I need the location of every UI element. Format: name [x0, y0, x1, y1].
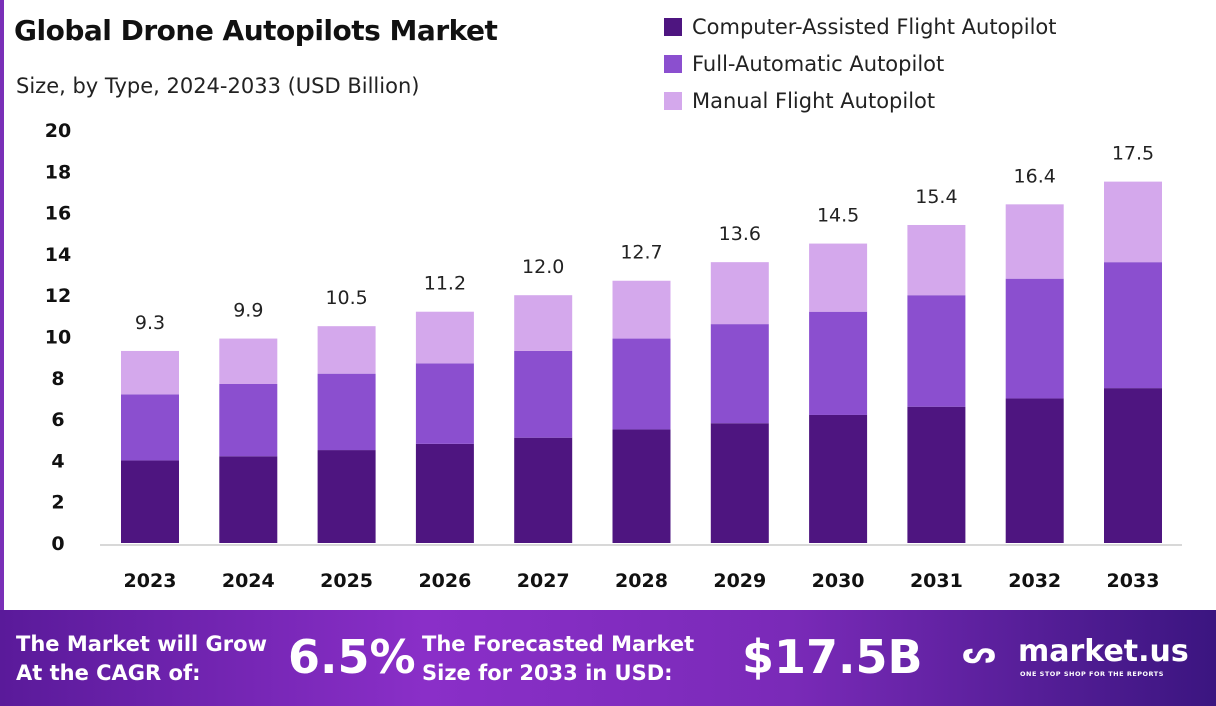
legend-label: Computer-Assisted Flight Autopilot [692, 14, 1057, 39]
bar-segment [612, 338, 671, 430]
footer-banner: The Market will Grow At the CAGR of: 6.5%… [0, 610, 1216, 706]
legend-swatch [664, 91, 682, 110]
legend-swatch [664, 17, 682, 36]
bar-segment [317, 326, 376, 374]
y-tick-label: 12 [45, 285, 71, 307]
logo-icon: ᔕ [962, 636, 997, 671]
bar-segment [809, 414, 868, 543]
bar-segment [907, 224, 966, 296]
x-tick-label: 2027 [517, 570, 570, 592]
cagr-value: 6.5% [288, 630, 416, 684]
bar-segment [1104, 262, 1162, 389]
x-tick-label: 2026 [418, 570, 471, 592]
total-label: 9.9 [233, 300, 263, 322]
y-tick-label: 0 [51, 533, 64, 555]
bar-segment [415, 443, 474, 543]
legend-label: Manual Flight Autopilot [692, 88, 936, 113]
bar-segment [710, 262, 769, 325]
y-tick-label: 16 [45, 203, 71, 225]
bar-segment [710, 324, 769, 424]
y-tick-label: 6 [51, 409, 64, 431]
total-label: 9.3 [135, 312, 165, 334]
x-tick-label: 2025 [320, 570, 373, 592]
chart-subtitle: Size, by Type, 2024-2033 (USD Billion) [16, 74, 420, 98]
x-tick-label: 2024 [222, 570, 275, 592]
bar-segment [612, 280, 671, 339]
legend-swatch [664, 54, 682, 73]
bar-segment [809, 243, 868, 312]
x-tick-label: 2028 [615, 570, 668, 592]
y-tick-label: 8 [51, 368, 64, 390]
y-tick-label: 4 [51, 450, 64, 472]
bar-segment [219, 383, 278, 457]
bar-segment [907, 295, 966, 407]
x-tick-label: 2030 [812, 570, 865, 592]
legend-item: Full-Automatic Autopilot [664, 45, 1057, 82]
forecast-value: $17.5B [742, 630, 923, 684]
bar-segment [612, 429, 671, 543]
x-tick-label: 2029 [713, 570, 766, 592]
x-tick-label: 2033 [1107, 570, 1160, 592]
bar-segment [809, 311, 868, 415]
y-tick-label: 20 [45, 120, 71, 142]
bar-segment [219, 338, 278, 384]
x-tick-label: 2023 [124, 570, 177, 592]
total-label: 16.4 [1014, 165, 1056, 187]
bar-segment [317, 373, 376, 451]
bar-chart: 0 2 4 6 8 10 12 14 16 18 20 9.3 2023 9.9 2024 10.5 2025 1… [45, 120, 1182, 592]
bar-segment [121, 460, 179, 543]
bar-segment [907, 406, 966, 543]
bar-segment [514, 350, 573, 438]
bar-segment [1005, 204, 1064, 279]
legend-item: Computer-Assisted Flight Autopilot [664, 8, 1057, 45]
total-label: 11.2 [424, 273, 466, 295]
bar-segment [514, 295, 573, 351]
bar-segment [219, 456, 278, 543]
total-label: 10.5 [325, 287, 367, 309]
total-label: 14.5 [817, 205, 859, 227]
x-tick-label: 2032 [1008, 570, 1061, 592]
y-tick-label: 2 [51, 492, 64, 514]
bar-segment [514, 437, 573, 543]
total-label: 15.4 [915, 186, 957, 208]
x-tick-label: 2031 [910, 570, 963, 592]
bar-segment [1104, 388, 1162, 543]
legend-label: Full-Automatic Autopilot [692, 51, 945, 76]
chart-title: Global Drone Autopilots Market [14, 14, 498, 47]
bar-segment [121, 350, 179, 395]
bar-segment [1005, 398, 1064, 543]
y-tick-label: 14 [45, 244, 71, 266]
bar-segment [415, 363, 474, 444]
bar-segment [415, 311, 474, 364]
bar-segment [121, 394, 179, 461]
y-tick-label: 18 [45, 161, 71, 183]
forecast-label: The Forecasted Market Size for 2033 in US… [422, 632, 695, 685]
y-tick-label: 10 [45, 327, 71, 349]
legend: Computer-Assisted Flight Autopilot Full-… [664, 8, 1057, 119]
bar-segment [1005, 278, 1064, 399]
logo-text: market.us [1018, 634, 1189, 669]
cagr-label: The Market will Grow At the CAGR of: [16, 632, 267, 685]
bar-segment [1104, 181, 1162, 263]
logo-tagline: ONE STOP SHOP FOR THE REPORTS [1020, 670, 1164, 678]
total-label: 12.0 [522, 256, 564, 278]
total-label: 12.7 [620, 242, 662, 264]
bar-segment [710, 423, 769, 543]
total-label: 13.6 [719, 223, 761, 245]
bar-segment [317, 450, 376, 543]
total-label: 17.5 [1112, 143, 1154, 165]
legend-item: Manual Flight Autopilot [664, 82, 1057, 119]
